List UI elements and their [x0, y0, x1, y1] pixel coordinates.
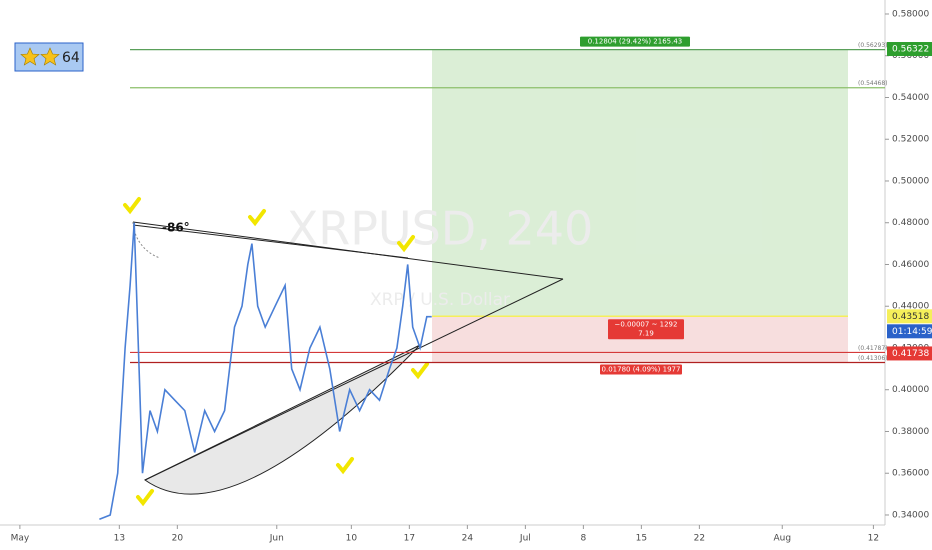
x-tick-label: 13	[114, 534, 125, 544]
x-tick-label: 24	[462, 534, 474, 544]
level-label: (0.41306)	[858, 355, 888, 362]
annotation-box	[608, 319, 684, 340]
y-tick-label: 0.38000	[892, 427, 929, 437]
x-tick-label: May	[11, 534, 30, 544]
y-tick-label: 0.50000	[892, 176, 929, 186]
level-label: (0.41787)	[858, 345, 888, 352]
x-tick-label: 12	[868, 534, 879, 544]
annotation-box	[600, 364, 682, 375]
price-tag	[887, 42, 932, 57]
y-tick-label: 0.44000	[892, 302, 929, 312]
price-tag	[887, 346, 932, 361]
x-tick-label: 17	[404, 534, 415, 544]
y-tick-label: 0.52000	[892, 135, 929, 145]
y-tick-label: 0.56000	[892, 51, 929, 61]
check-marks	[123, 197, 429, 507]
annotation-text: −0.00007 ~ 1292	[615, 320, 678, 328]
y-tick-label: 0.34000	[892, 510, 929, 520]
x-tick-label: 15	[636, 534, 647, 544]
trend-line-lower	[144, 278, 564, 481]
price-tag-label: 0.56322	[892, 45, 929, 55]
watermark-subtitle: XRP / U.S. Dollar	[370, 290, 510, 310]
price-line	[99, 222, 432, 520]
level-label: (0.56293)	[858, 42, 888, 49]
x-tick-label: 22	[694, 534, 705, 544]
price-tag-label: 0.43518	[892, 312, 929, 322]
x-tick-label: 20	[172, 534, 184, 544]
x-tick-label: Jun	[269, 534, 284, 544]
y-tick-label: 0.48000	[892, 218, 929, 228]
badge-stars	[20, 47, 60, 66]
x-tick-label: Aug	[773, 534, 791, 544]
annotation-text: 0.01780 (4.09%) 1977	[602, 365, 681, 373]
y-tick-label: 0.58000	[892, 9, 929, 19]
trend-line-upper-2	[132, 224, 409, 259]
angle-label: -86°	[162, 221, 190, 235]
x-tick-label: 10	[346, 534, 358, 544]
x-tick-label: 8	[581, 534, 587, 544]
timer-tag	[887, 324, 932, 339]
x-tick-label: Jul	[519, 534, 531, 544]
y-tick-label: 0.54000	[892, 93, 929, 103]
annotation-text: 7.19	[638, 329, 654, 337]
badge-text: 64	[62, 50, 80, 66]
price-tag-label: 0.41738	[892, 349, 929, 359]
y-tick-label: 0.46000	[892, 260, 929, 270]
target-zone	[432, 49, 848, 317]
y-tick-label: 0.40000	[892, 385, 929, 395]
annotation-text: 0.12804 (29.42%) 2165.43	[588, 38, 683, 46]
annotation-box	[580, 36, 690, 47]
price-tag	[887, 309, 932, 324]
timer-label: 01:14:59	[892, 327, 932, 337]
level-label: (0.54468)	[858, 80, 888, 87]
y-tick-label: 0.36000	[892, 469, 929, 479]
watermark: XRPUSD, 240	[287, 202, 594, 256]
